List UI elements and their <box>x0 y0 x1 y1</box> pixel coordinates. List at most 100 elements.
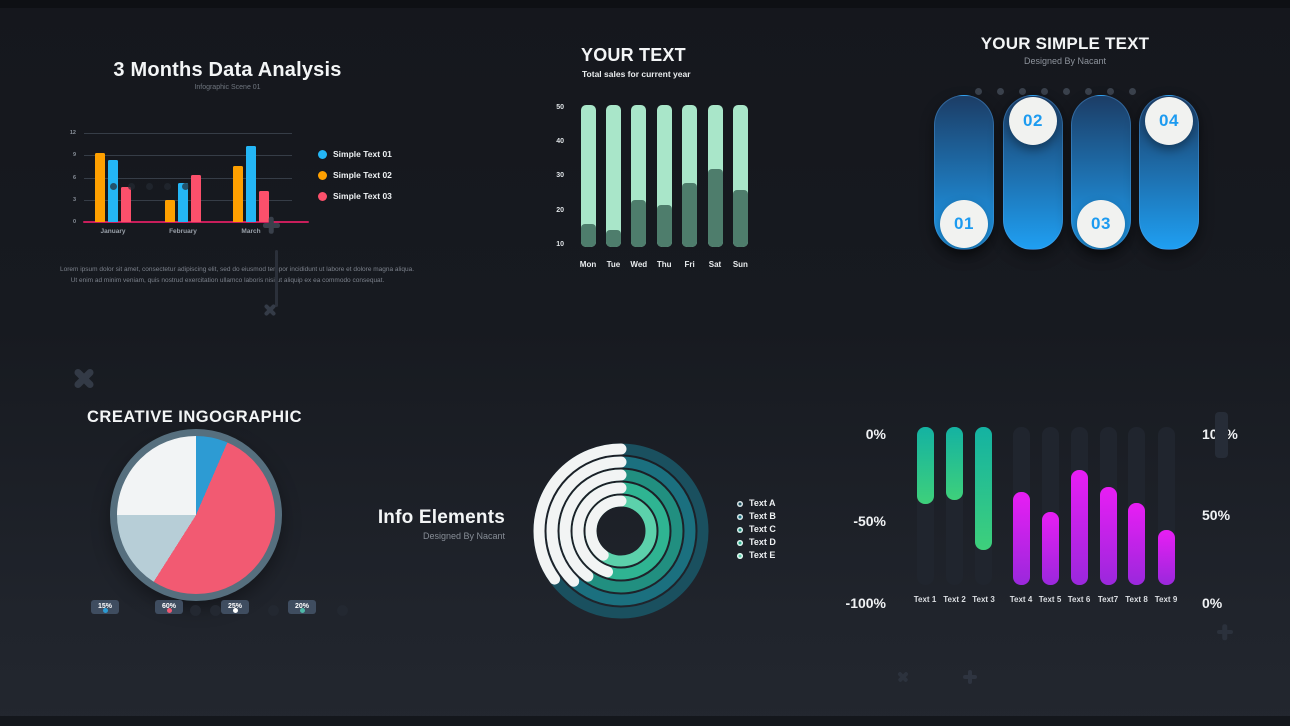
y-axis-tick-label: 40 <box>556 137 564 145</box>
x-axis-day-label: Mon <box>579 260 597 269</box>
bar-fill <box>707 169 723 247</box>
gridline <box>84 155 292 157</box>
simple-text-subtitle: Designed By Nacant <box>1023 56 1107 66</box>
dot-decoration <box>146 183 153 190</box>
y-axis-tick-label: 6 <box>72 174 76 181</box>
bar-track <box>732 105 748 247</box>
plus-icon-bar <box>263 223 280 228</box>
cross-icon-bar <box>897 671 909 683</box>
bar-fill-magenta <box>1099 487 1117 585</box>
cross-icon-bar <box>263 303 277 317</box>
bar-fill-magenta <box>1012 491 1030 585</box>
bar-track <box>631 105 647 247</box>
gridline <box>84 199 292 201</box>
legend-dot <box>318 171 327 180</box>
bar-track <box>946 427 963 585</box>
step-pill <box>934 95 994 250</box>
cross-icon-bar <box>73 367 95 389</box>
x-axis-day-label: Fri <box>684 260 695 269</box>
pie-circle <box>110 429 282 601</box>
bar-fill <box>631 200 647 247</box>
x-axis-category-label: Text 6 <box>1067 595 1091 604</box>
bar-track <box>1012 427 1030 585</box>
plus-icon-bar <box>269 217 274 234</box>
x-axis-day-label: Wed <box>630 260 648 269</box>
lorem-paragraph-line2: Ut enim ad minim veniam, quis nostrud ex… <box>70 277 385 284</box>
step-number-badge: 02 <box>1009 97 1057 145</box>
dot-decoration <box>1129 88 1136 95</box>
y-axis-tick-label: 3 <box>72 196 76 203</box>
right-axis-label: 100% <box>1202 426 1238 442</box>
x-axis-category-label: Text 9 <box>1154 595 1178 604</box>
step-number-badge: 04 <box>1145 97 1193 145</box>
x-axis-category-label: Text 5 <box>1038 595 1062 604</box>
step-number-badge: 03 <box>1077 200 1125 248</box>
bar-fill <box>656 205 672 247</box>
months-analysis-subtitle: Infographic Scene 01 <box>194 84 261 91</box>
dot-decoration <box>337 605 348 616</box>
bar-simple-text-03 <box>121 187 131 222</box>
bar-fill <box>605 229 621 247</box>
bar-fill-magenta <box>1041 512 1059 585</box>
bar-fill-green <box>975 427 992 551</box>
bar-track <box>605 105 621 247</box>
info-elements-subtitle: Designed By Nacant <box>422 531 505 541</box>
x-axis-day-label: Thu <box>656 260 672 269</box>
x-axis-category-label: January <box>100 228 126 235</box>
cross-icon-bar <box>263 303 277 317</box>
y-axis-tick-label: 20 <box>556 206 564 214</box>
bar-fill-magenta <box>1157 529 1175 585</box>
x-axis-category-label: February <box>169 228 197 235</box>
y-axis-tick-label: 0 <box>72 219 76 225</box>
bar-fill <box>732 190 748 247</box>
percentage-badge: 25% <box>221 600 249 614</box>
weekly-sales-subtitle: Total sales for current year <box>582 69 691 79</box>
legend-label: Simple Text 02 <box>333 170 392 180</box>
dot-decoration <box>1063 88 1070 95</box>
legend-dot <box>737 553 743 559</box>
bar-track <box>682 105 698 247</box>
x-axis-day-label: Tue <box>606 260 621 269</box>
step-number-badge: 01 <box>940 200 988 248</box>
percentage-badge: 60% <box>155 600 183 614</box>
gridline <box>84 133 292 134</box>
right-axis-label: 0% <box>1202 595 1223 611</box>
plus-icon-bar <box>1222 624 1228 640</box>
y-axis-tick-label: 10 <box>556 241 564 248</box>
bar-track <box>656 105 672 247</box>
x-axis-category-label: March <box>241 228 261 235</box>
bottom-edge-strip <box>0 716 1290 726</box>
lorem-paragraph-line1: Lorem ipsum dolor sit amet, consectetur … <box>60 266 415 273</box>
plus-icon <box>963 670 977 684</box>
legend-dot <box>737 540 743 546</box>
bar-fill-green <box>946 427 963 500</box>
x-axis-baseline <box>83 220 309 223</box>
legend-label: Text A <box>749 498 776 508</box>
bar-simple-text-02 <box>95 153 105 222</box>
dot-decoration <box>1041 88 1048 95</box>
dot-decoration <box>1107 88 1114 95</box>
bar-fill-green <box>916 427 934 505</box>
bar-track <box>1128 427 1145 585</box>
legend-label: Simple Text 03 <box>333 191 392 201</box>
step-pill <box>1139 95 1199 250</box>
bar-track <box>1157 427 1175 585</box>
x-axis-category-label: Text 4 <box>1009 595 1033 604</box>
percentage-badge-dot <box>299 608 305 613</box>
percentage-badge: 15% <box>91 600 119 614</box>
plus-icon-bar <box>968 670 972 684</box>
creative-infographic-title: CREATIVE INGOGRAPHIC <box>87 408 303 426</box>
dot-decoration <box>268 605 279 616</box>
plus-icon-bar <box>963 675 977 679</box>
dot-decoration <box>1019 88 1026 95</box>
plus-icon-bar <box>1217 629 1233 635</box>
bar-track <box>1099 427 1117 585</box>
bar-track <box>1041 427 1059 585</box>
bar-simple-text-02 <box>165 199 175 222</box>
legend-label: Text D <box>749 537 776 547</box>
legend-label: Text B <box>749 511 776 521</box>
gridline <box>84 177 292 179</box>
